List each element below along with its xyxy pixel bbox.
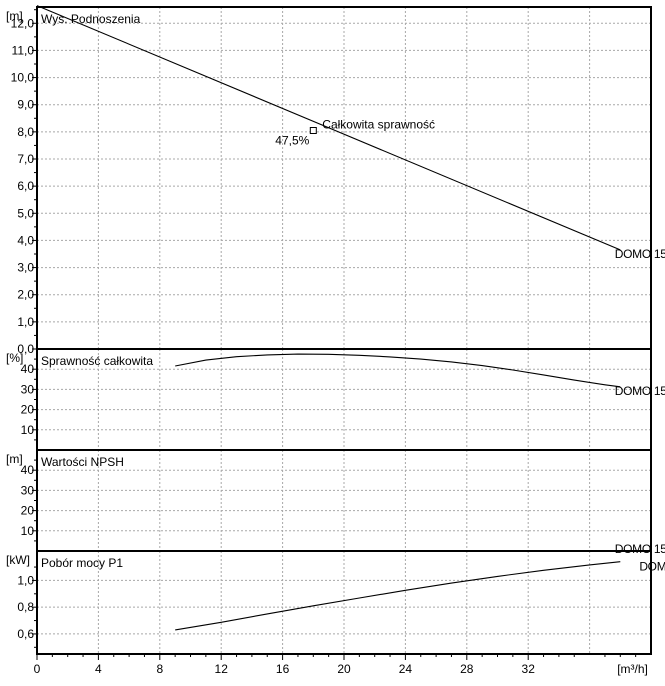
y-tick-label: 1,0 [17, 315, 34, 329]
y-tick-label: 30 [21, 483, 35, 497]
y-tick-label: 0,8 [17, 600, 34, 614]
annotation-value: 47,5% [275, 134, 309, 148]
series-label: DOMO 15 [615, 384, 665, 398]
y-tick-label: 20 [21, 504, 35, 518]
y-tick-label: 11,0 [12, 43, 35, 57]
panel-frame [36, 550, 652, 655]
x-unit-label: [m³/h] [617, 662, 648, 676]
efficiency-point-marker [309, 127, 317, 134]
y-tick-label: 20 [21, 403, 35, 417]
series-label: DOMO 15 [615, 542, 665, 556]
y-tick-label: 10 [21, 423, 35, 437]
y-tick-label: 6,0 [17, 179, 34, 193]
x-tick-label: 28 [460, 662, 474, 676]
x-axis: 0 4 8 12 16 20 24 28 32 [m³/h] [34, 654, 648, 676]
y-tick-label: 2,0 [17, 288, 34, 302]
x-tick-label: 24 [399, 662, 413, 676]
y-tick-label: 5,0 [17, 206, 34, 220]
x-tick-label: 12 [215, 662, 229, 676]
y-tick-label: 7,0 [17, 152, 34, 166]
y-unit-label: [m] [6, 9, 23, 23]
y-tick-label: 1,0 [17, 573, 34, 587]
x-tick-label: 16 [276, 662, 290, 676]
x-tick-label: 0 [34, 662, 41, 676]
y-tick-label: 40 [21, 463, 35, 477]
y-tick-label: 30 [21, 382, 35, 396]
x-tick-label: 20 [337, 662, 351, 676]
annotation-label: Całkowita sprawność [322, 118, 435, 132]
panel-title: Sprawność całkowita [41, 354, 153, 368]
y-tick-label: 10 [21, 524, 35, 538]
series-line [175, 353, 621, 388]
chart-panels: 0,0 1,0 2,0 3,0 4,0 5,0 6,0 7,0 8,0 9,0 10,0 11,0 12… [6, 5, 665, 655]
y-tick-label: 0,0 [17, 342, 34, 356]
y-tick-label: 4,0 [17, 233, 34, 247]
y-unit-label: [%] [6, 351, 23, 365]
panel-head: 0,0 1,0 2,0 3,0 4,0 5,0 6,0 7,0 8,0 9,0 10,0 11,0 12… [6, 5, 665, 356]
series-label: DOMO 15 [615, 247, 665, 261]
panel-npsh: 10 20 30 40[m] Wartości NPSH DOMO 15 [6, 449, 665, 556]
y-tick-label: 12,0 [11, 16, 35, 30]
panel-title: Wys. Podnoszenia [41, 12, 141, 26]
y-tick-label: 8,0 [17, 125, 34, 139]
series-line [36, 5, 621, 251]
series-line [175, 561, 621, 631]
y-tick-label: 40 [21, 362, 35, 376]
y-unit-label: [m] [6, 452, 23, 466]
x-tick-label: 4 [95, 662, 102, 676]
x-tick-label: 32 [522, 662, 536, 676]
panel-title: Wartości NPSH [41, 455, 124, 469]
y-tick-label: 10,0 [11, 71, 35, 85]
series-label: DOMO 15 (P1) [639, 559, 665, 573]
panel-frame [36, 6, 652, 350]
y-tick-label: 9,0 [17, 98, 34, 112]
y-tick-label: 0,6 [17, 627, 34, 641]
panel-efficiency: 10 20 30 40[%] Sprawność całkowita DOMO 15 [6, 348, 665, 451]
y-unit-label: [kW] [6, 553, 30, 567]
panel-title: Pobór mocy P1 [41, 556, 123, 570]
y-tick-label: 3,0 [17, 261, 34, 275]
x-tick-label: 8 [156, 662, 163, 676]
panel-power: 0,6 0,8 1,0 [kW] Pobór mocy P1 DOMO 15 (P1) [6, 550, 665, 655]
